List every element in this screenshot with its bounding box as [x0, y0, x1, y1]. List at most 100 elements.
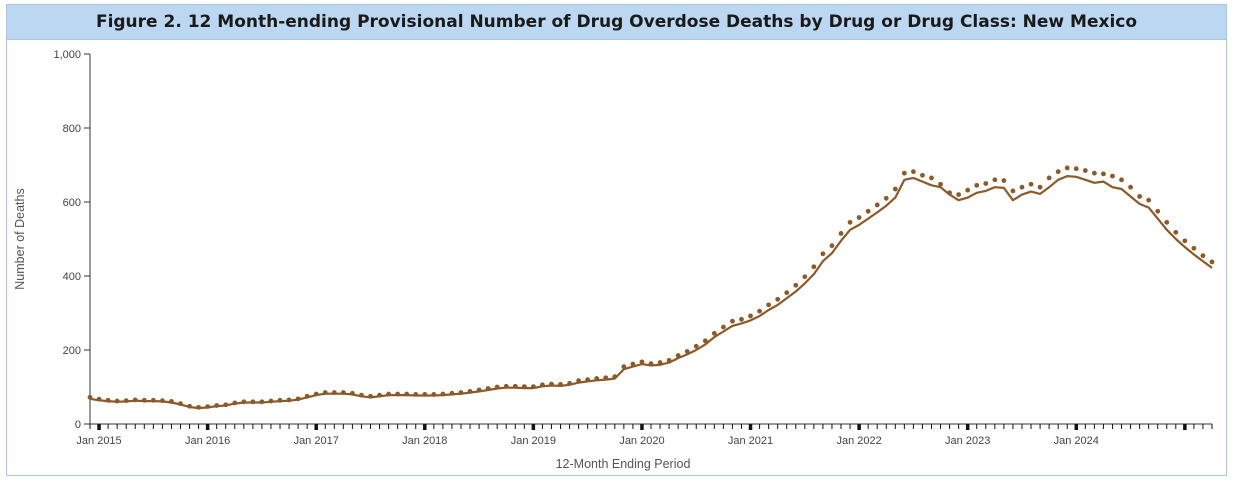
- series-point: [476, 387, 482, 393]
- series-point: [1128, 184, 1133, 190]
- y-tick-label: 200: [63, 345, 81, 357]
- series-point: [576, 378, 582, 384]
- x-tick-label: Jan 2018: [402, 435, 447, 447]
- series-point: [494, 384, 500, 390]
- series-point: [865, 208, 871, 214]
- series-point: [413, 392, 419, 397]
- y-axis: 0 200 400 600 800 1,000: [53, 49, 91, 431]
- series-point: [277, 397, 283, 403]
- series-point: [268, 398, 274, 404]
- series-point: [458, 390, 464, 395]
- series-point: [422, 392, 428, 397]
- series-point: [503, 383, 509, 389]
- x-tick-label: Jan 2023: [945, 435, 990, 447]
- series-point: [340, 390, 346, 395]
- series-point: [911, 169, 916, 175]
- series-point: [368, 393, 373, 399]
- series-point: [630, 361, 636, 367]
- series-point: [1064, 165, 1070, 171]
- series-point: [567, 380, 572, 386]
- series-point: [702, 338, 708, 344]
- series-point: [820, 251, 826, 257]
- series-point: [395, 391, 401, 397]
- series-point: [530, 384, 536, 390]
- x-tick-label: Jan 2021: [728, 435, 773, 447]
- series-point: [1073, 166, 1079, 172]
- series-point: [856, 215, 862, 220]
- series-point: [956, 192, 962, 198]
- series-point: [214, 403, 220, 408]
- series-point: [1010, 188, 1016, 194]
- series-point: [784, 290, 790, 296]
- x-tick-label: Jan 2020: [619, 435, 664, 447]
- y-tick-label: 800: [63, 123, 81, 135]
- series-point: [684, 349, 690, 354]
- series-point: [1182, 238, 1188, 244]
- series-point: [404, 391, 410, 397]
- series-point: [205, 404, 211, 410]
- y-tick-label: 600: [63, 197, 81, 209]
- series-point: [1110, 173, 1115, 179]
- series-point: [621, 364, 627, 370]
- series-point: [96, 396, 102, 402]
- series-point: [87, 394, 93, 400]
- series-point: [187, 403, 192, 409]
- series-point: [648, 361, 654, 367]
- series-point: [1164, 219, 1170, 225]
- series-point: [1191, 245, 1197, 251]
- series-point: [730, 318, 735, 324]
- series-point: [793, 282, 799, 288]
- x-tick-label: Jan 2019: [511, 435, 556, 447]
- series-point: [295, 396, 301, 402]
- series-point: [983, 181, 989, 186]
- series-point: [132, 397, 138, 403]
- series-point: [675, 353, 681, 358]
- series-point: [693, 343, 699, 349]
- series-point: [1119, 177, 1124, 183]
- series-point: [766, 302, 772, 308]
- series-point: [1037, 184, 1043, 190]
- series-point: [178, 401, 183, 407]
- series-point: [847, 219, 853, 225]
- series-point: [386, 391, 391, 397]
- series-layer: [87, 165, 1215, 410]
- series-point: [901, 170, 907, 176]
- series-point: [974, 182, 980, 188]
- series-point: [811, 264, 817, 270]
- series-point: [440, 391, 446, 397]
- series-point: [1082, 168, 1088, 173]
- series-point: [223, 402, 229, 408]
- series-point: [521, 384, 527, 390]
- series-point: [304, 393, 310, 399]
- chart-title: Figure 2. 12 Month-ending Provisional Nu…: [95, 12, 1138, 32]
- x-tick-label: Jan 2024: [1054, 435, 1099, 447]
- series-point: [892, 186, 898, 192]
- series-point: [114, 398, 120, 404]
- series-point: [467, 389, 473, 394]
- series-point: [1055, 169, 1061, 175]
- series-point: [558, 382, 563, 387]
- series-point: [666, 357, 672, 363]
- series-point: [802, 274, 808, 280]
- series-point: [431, 392, 437, 397]
- series-point: [150, 397, 156, 403]
- series-point: [241, 399, 247, 405]
- series-point: [1209, 259, 1215, 265]
- series-point: [196, 404, 201, 410]
- series-point: [739, 316, 744, 322]
- series-point: [838, 231, 844, 236]
- chart-title-bar: Figure 2. 12 Month-ending Provisional Nu…: [7, 5, 1226, 40]
- series-point: [657, 360, 663, 365]
- y-tick-label: 400: [63, 271, 81, 283]
- series-point: [711, 330, 717, 336]
- series-point: [449, 390, 455, 396]
- series-point: [169, 399, 174, 404]
- series-point: [874, 202, 880, 208]
- series-point: [1019, 184, 1025, 190]
- series-point: [748, 313, 753, 319]
- series-point: [286, 397, 292, 403]
- series-point: [359, 392, 364, 398]
- y-tick-label: 0: [75, 419, 81, 431]
- series-point: [350, 390, 355, 396]
